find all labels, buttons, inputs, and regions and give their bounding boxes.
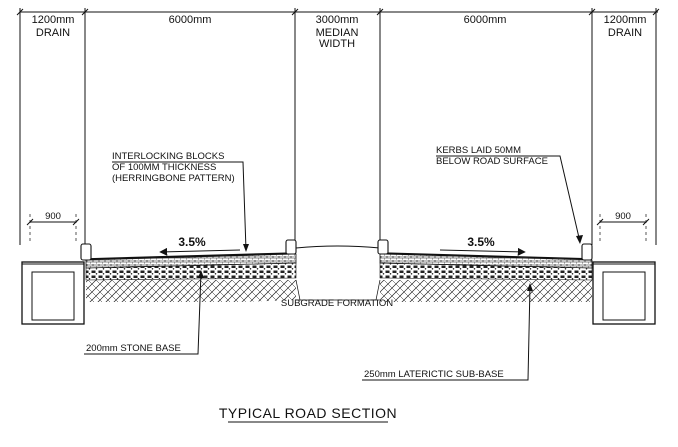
- left-drain-width: 1200mm: [32, 14, 75, 26]
- right-carriageway: [377, 239, 593, 302]
- left-drain: [21, 261, 85, 325]
- top-dimension-chain: [16, 8, 660, 245]
- interlock-note-line3: (HERRINGBONE PATTERN): [112, 173, 235, 184]
- left-drain-inner-width: 900: [45, 211, 61, 222]
- drawing-title: TYPICAL ROAD SECTION: [219, 405, 397, 421]
- kerbs-note-line1: KERBS LAID 50MM: [436, 145, 521, 156]
- stone-base-leader: [84, 270, 204, 355]
- stone-base-label: 200mm STONE BASE: [86, 343, 181, 354]
- median: [295, 245, 381, 301]
- right-drain-inner-width: 900: [615, 211, 631, 222]
- median-width-label: WIDTH: [319, 38, 355, 50]
- left-carriageway: [80, 239, 297, 302]
- left-drain-label: DRAIN: [36, 27, 70, 39]
- right-slope-arrow: [439, 247, 526, 256]
- left-slope-arrow: [159, 247, 241, 256]
- right-drain-width: 1200mm: [604, 14, 647, 26]
- sub-base-label: 250mm LATERICTIC SUB-BASE: [364, 369, 504, 380]
- left-drain-inner-dimension: [26, 214, 80, 244]
- interlock-note-line1: INTERLOCKING BLOCKS: [112, 151, 224, 162]
- left-carriageway-width: 6000mm: [169, 14, 212, 26]
- right-drain: [592, 261, 656, 325]
- interlock-note-line2: OF 100MM THICKNESS: [112, 162, 216, 173]
- median-label: MEDIAN: [316, 27, 359, 39]
- left-slope-value: 3.5%: [178, 235, 206, 249]
- interlock-leader: [112, 161, 249, 252]
- right-slope-value: 3.5%: [467, 235, 495, 249]
- right-drain-inner-dimension: [596, 214, 650, 244]
- subgrade-formation-label: SUBGRADE FORMATION: [281, 298, 393, 309]
- right-carriageway-width: 6000mm: [464, 14, 507, 26]
- sub-base-leader: [362, 283, 533, 381]
- median-width-value: 3000mm: [316, 14, 359, 26]
- kerbs-note-line2: BELOW ROAD SURFACE: [436, 156, 548, 167]
- kerbs-leader: [436, 155, 583, 244]
- right-drain-label: DRAIN: [608, 27, 642, 39]
